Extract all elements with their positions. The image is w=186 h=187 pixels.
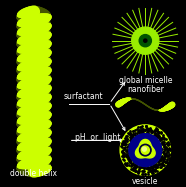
Text: surfactant: surfactant: [63, 92, 103, 101]
Polygon shape: [135, 140, 155, 158]
Text: nanofiber: nanofiber: [127, 85, 164, 94]
Circle shape: [144, 39, 147, 42]
Circle shape: [129, 134, 162, 167]
Circle shape: [142, 147, 146, 151]
Text: vesicle: vesicle: [132, 177, 158, 186]
Circle shape: [120, 125, 170, 175]
Circle shape: [139, 35, 151, 47]
Circle shape: [141, 146, 149, 154]
Circle shape: [140, 144, 151, 156]
Circle shape: [132, 27, 159, 54]
Text: pH  or  light: pH or light: [75, 133, 121, 142]
Text: double helix: double helix: [10, 169, 57, 178]
Text: global micelle: global micelle: [118, 76, 172, 85]
